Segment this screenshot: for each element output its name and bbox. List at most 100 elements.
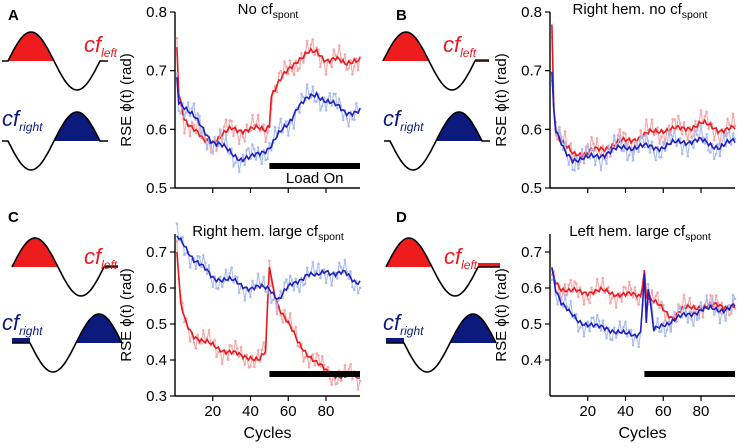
panel-letter: B [396, 7, 407, 24]
sine-wave-diagram-d-right [386, 313, 497, 373]
series-red-raw-point [215, 149, 218, 152]
series-red-raw-point [582, 303, 586, 306]
series-red-raw-point [283, 308, 286, 312]
series-red-raw-point [569, 142, 573, 145]
series-red-raw-point [712, 138, 716, 142]
y-tick-label: 0.5 [146, 316, 167, 333]
series-blue-raw-point [660, 330, 663, 333]
series-blue-raw-point [686, 321, 690, 324]
series-red-raw-point [181, 301, 184, 305]
panel-title: Left hem. large cfspont [569, 223, 711, 243]
series-blue-raw-point [285, 278, 288, 281]
series-blue-raw-point [304, 282, 307, 286]
x-axis-label: Cycles [243, 425, 291, 442]
x-axis-label: Cycles [618, 425, 666, 442]
x-tick-label: 20 [579, 403, 596, 420]
series-blue-raw-point [266, 157, 269, 161]
series-red-raw-point [183, 320, 186, 324]
series-blue-raw-point [207, 264, 211, 267]
sine-wave-diagram-c-left [11, 237, 118, 297]
series-blue-raw-point [705, 133, 708, 136]
series-blue-raw-point [731, 293, 735, 297]
series-red-raw-point [656, 126, 659, 129]
series-blue-raw-point [635, 140, 639, 144]
series-red-raw-point [633, 286, 637, 289]
series-blue-raw-point [254, 158, 258, 161]
series-blue-raw-point [654, 158, 657, 162]
series-blue-raw-point [639, 136, 642, 139]
series-blue-raw-point [347, 277, 351, 281]
series-blue-raw-point [592, 316, 595, 319]
series-blue-raw-point [624, 142, 627, 145]
series-red-raw-point [237, 355, 241, 358]
series-red-raw-point [258, 360, 262, 363]
series-red-raw-point [611, 296, 614, 300]
series-blue-raw-point [718, 321, 722, 325]
series-red-raw-point [677, 303, 680, 306]
series-blue-raw-point [205, 147, 209, 151]
chart-panel-c: C Right hem. large cfspont 0.3 0.4 0.5 0.6 0.7… [8, 209, 362, 442]
series-blue-raw-point [558, 125, 561, 129]
series-red-raw-point [607, 285, 610, 289]
cf-left-main: cf [84, 32, 104, 57]
series-red-raw-point [234, 339, 237, 343]
series-blue-raw-point [626, 334, 629, 338]
series-red-raw-point [577, 295, 580, 299]
series-blue-raw-point [273, 125, 277, 129]
series-red-raw-point [266, 131, 269, 134]
series-red-raw-point [309, 43, 313, 46]
series-blue-raw-point [241, 153, 245, 157]
series-red-raw-point [190, 120, 194, 124]
wave-outline [386, 313, 497, 373]
series-red-mean-line [176, 252, 360, 380]
series-red-raw-point [243, 140, 247, 143]
series-blue-raw-point [219, 130, 222, 133]
series-red-raw-point [236, 347, 239, 350]
cf-left-label: cfleft [444, 244, 478, 272]
wave-plateau [104, 265, 118, 267]
series-red-raw-point [230, 119, 233, 123]
series-blue-raw-point [290, 279, 294, 282]
series-blue-raw-point [353, 118, 356, 121]
wave-outline [2, 31, 108, 91]
series-blue-raw-point [682, 305, 686, 308]
y-axis-label: RSE ϕ(t) (rad) [493, 53, 510, 146]
sine-wave-diagram-b-right [384, 111, 490, 171]
series-blue-raw-point [582, 334, 586, 338]
wave-outline [382, 31, 489, 91]
series-blue-raw-point [234, 161, 237, 164]
y-axis-label: RSE ϕ(t) (rad) [493, 268, 510, 361]
series-blue-raw-point [354, 102, 358, 105]
series-blue-raw-point [194, 267, 198, 271]
x-tick-label: 60 [655, 403, 672, 420]
series-red-raw-point [307, 365, 311, 369]
panel-title-sub: spont [273, 9, 299, 21]
series-red-raw-point [277, 72, 281, 75]
series-blue-raw-point [279, 289, 283, 293]
series-red-raw-point [328, 377, 332, 380]
series-blue-raw-point [626, 158, 629, 162]
series-blue-raw-point [614, 336, 618, 339]
series-red-raw-point [629, 287, 633, 291]
series-red-raw-point [264, 140, 267, 143]
wave-plateau [478, 263, 500, 267]
series-red-raw-point [313, 53, 317, 57]
series-red-raw-point [694, 119, 697, 123]
series-blue-raw-point [258, 282, 262, 285]
sine-wave-diagram-c-right [12, 313, 123, 373]
series-blue-raw-point [213, 136, 216, 139]
load-on-bar [269, 371, 360, 377]
cf-left-main: cf [443, 32, 463, 57]
series-blue-raw-point [646, 139, 650, 143]
wave-outline [12, 313, 123, 373]
series-blue-raw-point [648, 151, 652, 154]
series-red-raw-point [232, 134, 235, 138]
series-blue-raw-point [611, 338, 614, 342]
series-blue-raw-point [563, 141, 567, 144]
series-blue-raw-point [577, 330, 580, 333]
series-red-raw-point [573, 155, 576, 158]
series-blue-raw-point [217, 144, 220, 148]
series-blue-raw-point [292, 127, 296, 130]
series-blue-raw-point [322, 268, 326, 271]
series-blue-raw-point [194, 118, 198, 122]
